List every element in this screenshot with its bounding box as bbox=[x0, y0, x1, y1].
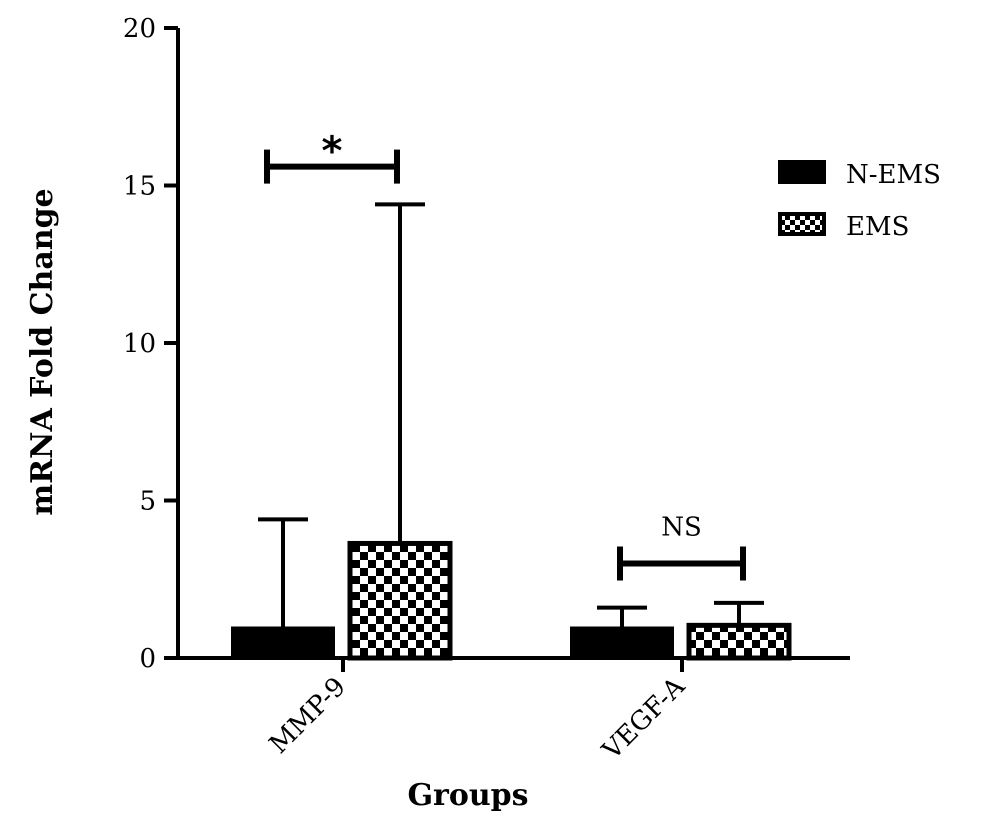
x-tick-label-vegf-a: VEGF-A bbox=[596, 671, 692, 767]
bar-n-ems-vegf-a bbox=[570, 626, 674, 658]
y-tick-label: 15 bbox=[123, 172, 156, 202]
x-axis-title: Groups bbox=[407, 778, 528, 813]
legend-label-n-ems: N-EMS bbox=[846, 160, 941, 190]
bar-ems-mmp-9 bbox=[347, 540, 453, 661]
bar-n-ems-mmp-9 bbox=[231, 626, 335, 658]
significance-label: * bbox=[322, 129, 343, 175]
legend-swatch-ems bbox=[778, 212, 826, 236]
y-tick-label: 5 bbox=[139, 487, 156, 517]
legend: N-EMS EMS bbox=[778, 160, 941, 242]
bar-ems-vegf-a bbox=[686, 622, 792, 661]
y-tick-label: 10 bbox=[123, 329, 156, 359]
x-tick-label-mmp-9: MMP-9 bbox=[264, 672, 352, 760]
legend-swatch-n-ems bbox=[778, 160, 826, 184]
legend-label-ems: EMS bbox=[846, 212, 909, 242]
y-tick-label: 0 bbox=[139, 644, 156, 674]
y-axis-title: mRNA Fold Change bbox=[25, 188, 60, 515]
significance-label: NS bbox=[661, 513, 702, 543]
y-tick-label: 20 bbox=[123, 14, 156, 44]
